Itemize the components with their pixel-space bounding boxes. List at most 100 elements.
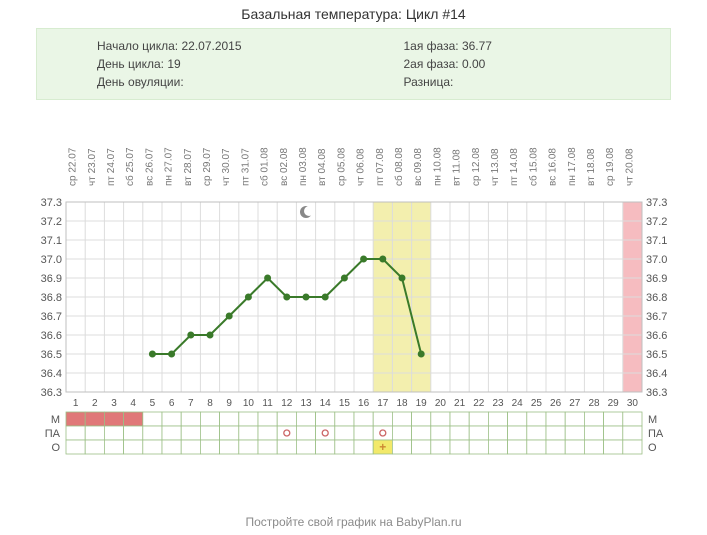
cycle-info-panel: Начало цикла: 22.07.2015 День цикла: 19 … [36,28,671,100]
temperature-point [264,275,271,282]
svg-text:36.7: 36.7 [41,311,62,323]
svg-text:сб 15.08: сб 15.08 [527,147,539,186]
svg-text:36.3: 36.3 [41,387,62,399]
svg-text:ср 22.07: ср 22.07 [68,147,79,186]
svg-text:5: 5 [150,398,156,409]
temperature-point [379,256,386,263]
svg-text:пн 27.07: пн 27.07 [164,147,175,186]
svg-text:3: 3 [111,398,117,409]
svg-text:36.6: 36.6 [646,330,667,342]
svg-text:12: 12 [281,398,293,409]
cycle-start-value: 22.07.2015 [181,39,241,53]
svg-text:37.1: 37.1 [646,235,667,247]
svg-text:29: 29 [608,398,620,409]
svg-text:36.8: 36.8 [41,292,62,304]
svg-text:2: 2 [92,398,98,409]
temperature-point [341,275,348,282]
svg-text:10: 10 [243,398,255,409]
svg-text:36.9: 36.9 [646,273,667,285]
svg-text:16: 16 [358,398,370,409]
svg-text:вт 18.08: вт 18.08 [586,148,597,186]
temperature-point [187,332,194,339]
phase1-label: 1ая фаза: [404,37,459,55]
svg-text:ср 19.08: ср 19.08 [605,147,616,186]
svg-text:ср 29.07: ср 29.07 [202,147,213,186]
temperature-point [168,351,175,358]
svg-text:14: 14 [320,398,332,409]
cycle-day-label: День цикла: [97,55,164,73]
svg-text:27: 27 [569,398,581,409]
svg-text:36.4: 36.4 [646,368,667,380]
cycle-day-value: 19 [167,57,180,71]
temperature-point [303,294,310,301]
temperature-point [360,256,367,263]
svg-text:24: 24 [512,398,524,409]
svg-text:36.9: 36.9 [41,273,62,285]
svg-text:сб 01.08: сб 01.08 [259,147,271,186]
svg-text:вс 16.08: вс 16.08 [548,148,559,186]
svg-text:пт 31.07: пт 31.07 [240,148,251,186]
phase1-value: 36.77 [462,39,492,53]
svg-text:37.0: 37.0 [41,254,62,266]
svg-text:вс 02.08: вс 02.08 [279,148,290,186]
svg-text:17: 17 [377,398,389,409]
svg-text:37.0: 37.0 [646,254,667,266]
ovulation-plus-icon: + [379,440,386,454]
phase2-label: 2ая фаза: [404,55,459,73]
svg-text:1: 1 [73,398,79,409]
svg-text:вс 26.07: вс 26.07 [144,148,155,186]
svg-text:ПА: ПА [45,428,61,440]
temperature-point [418,351,425,358]
svg-text:8: 8 [207,398,213,409]
svg-text:21: 21 [454,398,466,409]
temperature-point [283,294,290,301]
svg-text:18: 18 [396,398,408,409]
svg-text:пт 07.08: пт 07.08 [375,148,386,186]
svg-text:37.2: 37.2 [41,216,62,228]
svg-text:М: М [51,414,60,426]
svg-text:37.2: 37.2 [646,216,667,228]
svg-text:30: 30 [627,398,639,409]
temperature-point [149,351,156,358]
svg-text:37.3: 37.3 [646,197,667,209]
svg-text:пт 24.07: пт 24.07 [106,148,117,186]
cycle-start-label: Начало цикла: [97,37,178,55]
svg-text:чт 13.08: чт 13.08 [490,148,501,186]
svg-text:6: 6 [169,398,175,409]
svg-text:ср 05.08: ср 05.08 [336,147,347,186]
svg-text:36.6: 36.6 [41,330,62,342]
svg-text:36.5: 36.5 [646,349,667,361]
svg-text:чт 06.08: чт 06.08 [356,148,367,186]
phase2-value: 0.00 [462,57,485,71]
bbt-chart-svg: ср 22.07чт 23.07пт 24.07сб 25.07вс 26.07… [36,130,672,510]
footer-attribution: Постройте свой график на BabyPlan.ru [0,515,707,529]
svg-text:ПА: ПА [648,428,664,440]
svg-text:О: О [51,442,60,454]
chart-title: Базальная температура: Цикл #14 [0,0,707,28]
svg-text:19: 19 [416,398,428,409]
temperature-point [245,294,252,301]
info-left-column: Начало цикла: 22.07.2015 День цикла: 19 … [57,37,344,91]
svg-text:чт 30.07: чт 30.07 [221,148,232,186]
svg-text:вт 28.07: вт 28.07 [183,148,194,186]
svg-text:22: 22 [473,398,485,409]
svg-text:ср 12.08: ср 12.08 [471,147,482,186]
temperature-point [207,332,214,339]
svg-text:4: 4 [130,398,136,409]
svg-text:7: 7 [188,398,194,409]
svg-text:36.4: 36.4 [41,368,62,380]
svg-text:О: О [648,442,657,454]
svg-text:15: 15 [339,398,351,409]
svg-text:сб 25.07: сб 25.07 [124,147,136,186]
svg-text:вт 11.08: вт 11.08 [452,149,463,186]
svg-text:26: 26 [550,398,562,409]
chart-area: ср 22.07чт 23.07пт 24.07сб 25.07вс 26.07… [36,130,672,470]
bbt-chart-card: Базальная температура: Цикл #14 Начало ц… [0,0,707,535]
svg-text:36.5: 36.5 [41,349,62,361]
difference-label: Разница: [404,73,454,91]
svg-text:сб 08.08: сб 08.08 [393,147,405,186]
temperature-point [399,275,406,282]
temperature-point [226,313,233,320]
svg-text:25: 25 [531,398,543,409]
svg-text:11: 11 [262,398,273,409]
